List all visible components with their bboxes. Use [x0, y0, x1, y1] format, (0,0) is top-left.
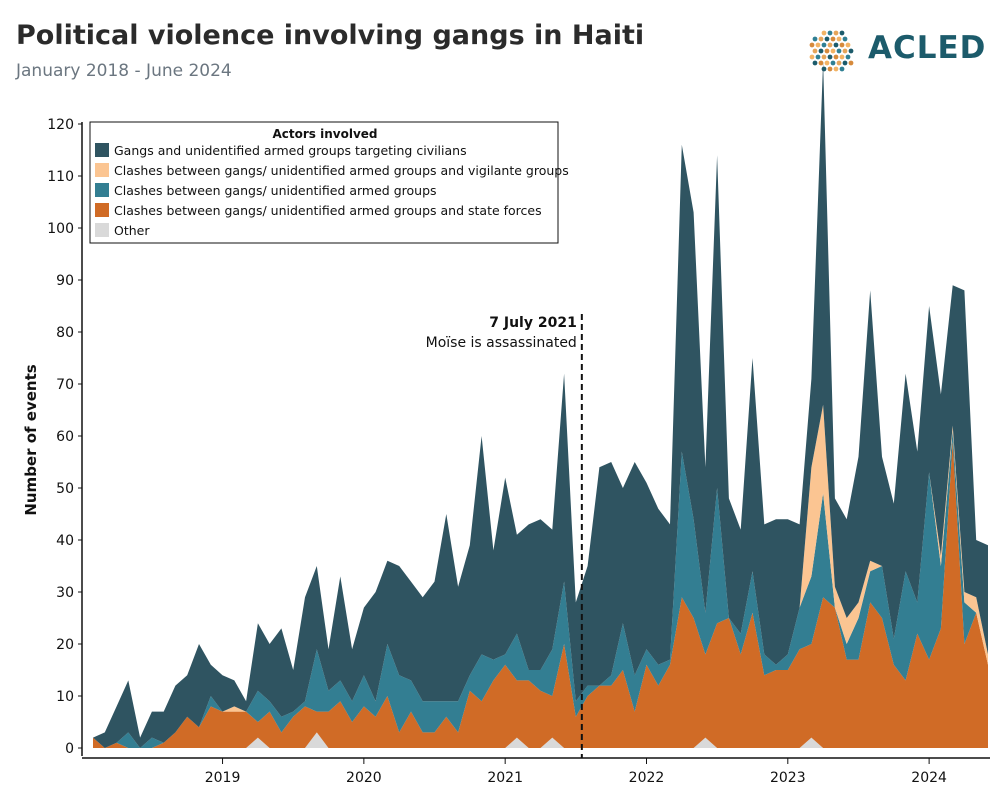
logo-dot [824, 48, 830, 54]
logo-dot [848, 60, 854, 66]
x-tick-label: 2024 [911, 770, 947, 786]
logo-text: ACLED [868, 30, 987, 66]
legend-label-state-forces: Clashes between gangs/ unidentified arme… [114, 203, 542, 218]
area-series-other [93, 732, 988, 748]
logo-dot [830, 36, 836, 42]
legend-swatch-civilians [95, 143, 109, 157]
y-tick-label: 20 [56, 637, 74, 653]
y-tick-label: 50 [56, 481, 74, 497]
logo-dot [833, 54, 839, 60]
logo-dot [833, 30, 839, 36]
area-series-civilians [93, 61, 988, 749]
logo-dot [824, 36, 830, 42]
y-tick-label: 40 [56, 533, 74, 549]
y-tick-label: 90 [56, 273, 74, 289]
logo-dot [812, 36, 818, 42]
legend-label-civilians: Gangs and unidentified armed groups targ… [114, 143, 467, 158]
logo-dot [821, 30, 827, 36]
logo-dot [842, 60, 848, 66]
globe-logo-icon [809, 30, 854, 72]
y-tick-label: 80 [56, 325, 74, 341]
logo-dot [830, 60, 836, 66]
logo-dot [845, 54, 851, 60]
logo-dot [842, 48, 848, 54]
y-tick-label: 100 [47, 221, 74, 237]
logo-dot [830, 48, 836, 54]
area-series-gang-clashes [93, 430, 988, 748]
annotation-text: Moïse is assassinated [426, 335, 577, 351]
logo-dot [827, 66, 833, 72]
logo-dot [809, 54, 815, 60]
logo-dot [836, 60, 842, 66]
stacked-areas [93, 61, 988, 749]
legend-title: Actors involved [272, 127, 377, 141]
logo-dot [839, 30, 845, 36]
annotation-date: 7 July 2021 [489, 315, 577, 331]
logo-dot [836, 48, 842, 54]
y-tick-label: 120 [47, 117, 74, 133]
event-annotation: 7 July 2021 Moïse is assassinated [426, 314, 583, 758]
y-tick-label: 0 [65, 741, 74, 757]
legend-swatch-other [95, 223, 109, 237]
logo-dot [818, 48, 824, 54]
logo-dot [818, 60, 824, 66]
logo-dot [842, 36, 848, 42]
x-tick-label: 2019 [205, 770, 241, 786]
logo-dot [833, 66, 839, 72]
logo-dot [815, 54, 821, 60]
logo-dot [821, 54, 827, 60]
logo-dot [833, 42, 839, 48]
logo-dot [824, 60, 830, 66]
legend-swatch-state-forces [95, 203, 109, 217]
x-tick-label: 2022 [629, 770, 665, 786]
area-series-state-forces [93, 441, 988, 748]
logo-dot [827, 54, 833, 60]
legend-label-gang-clashes: Clashes between gangs/ unidentified arme… [114, 183, 437, 198]
x-tick-label: 2021 [487, 770, 523, 786]
y-tick-label: 30 [56, 585, 74, 601]
logo-dot [848, 48, 854, 54]
legend-label-other: Other [114, 223, 150, 238]
legend-swatch-vigilante [95, 163, 109, 177]
logo-dot [821, 42, 827, 48]
logo-dot [839, 54, 845, 60]
logo-dot [815, 42, 821, 48]
logo-dot [809, 42, 815, 48]
y-axis: 0 10 20 30 40 50 60 70 80 90 100 110 120 [47, 117, 83, 757]
y-tick-label: 110 [47, 169, 74, 185]
logo-dot [827, 30, 833, 36]
legend: Actors involved Gangs and unidentified a… [89, 121, 569, 244]
y-tick-label: 60 [56, 429, 74, 445]
x-tick-label: 2020 [346, 770, 382, 786]
y-axis-label: Number of events [22, 364, 40, 515]
logo-dot [845, 42, 851, 48]
chart-title: Political violence involving gangs in Ha… [16, 20, 645, 51]
logo-dot [839, 66, 845, 72]
acled-logo: ACLED [806, 28, 986, 78]
legend-label-vigilante: Clashes between gangs/ unidentified arme… [114, 163, 569, 178]
y-tick-label: 70 [56, 377, 74, 393]
chart-subtitle: January 2018 - June 2024 [16, 61, 232, 81]
logo-dot [812, 60, 818, 66]
logo-dot [812, 48, 818, 54]
y-tick-label: 10 [56, 689, 74, 705]
x-axis: 2019 2020 2021 2022 2023 2024 [82, 757, 990, 786]
legend-swatch-gang-clashes [95, 183, 109, 197]
logo-dot [818, 36, 824, 42]
logo-dot [836, 36, 842, 42]
area-series-vigilante [93, 404, 988, 748]
logo-dot [839, 42, 845, 48]
x-tick-label: 2023 [770, 770, 806, 786]
logo-dot [827, 42, 833, 48]
